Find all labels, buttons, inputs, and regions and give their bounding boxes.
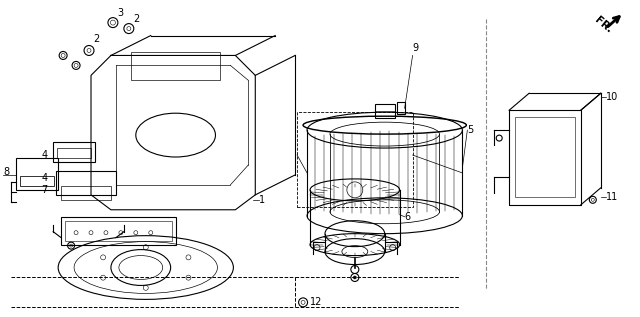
Text: 10: 10	[605, 92, 618, 102]
Text: 4: 4	[41, 173, 47, 183]
Circle shape	[353, 276, 356, 279]
Bar	[57, 148, 91, 158]
Bar	[131, 53, 220, 80]
Text: 7: 7	[41, 185, 47, 195]
Text: 2: 2	[133, 14, 139, 23]
Bar	[61, 217, 175, 245]
Text: 11: 11	[605, 192, 618, 202]
Text: 5: 5	[467, 125, 474, 135]
Text: 12: 12	[310, 297, 323, 307]
Bar	[61, 186, 111, 200]
Text: 2: 2	[93, 34, 99, 43]
Text: 8: 8	[3, 167, 10, 177]
Text: 6: 6	[404, 212, 411, 222]
Bar	[56, 171, 116, 195]
Text: 1: 1	[259, 195, 266, 205]
Text: FR.: FR.	[593, 15, 614, 35]
Bar	[375, 104, 395, 118]
Bar	[17, 158, 58, 190]
Bar	[20, 176, 54, 186]
Bar	[65, 221, 172, 241]
Text: 3: 3	[117, 8, 123, 18]
Bar	[53, 142, 95, 162]
Bar	[397, 102, 404, 114]
Bar	[297, 112, 413, 207]
Text: 9: 9	[413, 43, 419, 54]
Bar	[515, 117, 575, 197]
Text: 4: 4	[41, 150, 47, 160]
